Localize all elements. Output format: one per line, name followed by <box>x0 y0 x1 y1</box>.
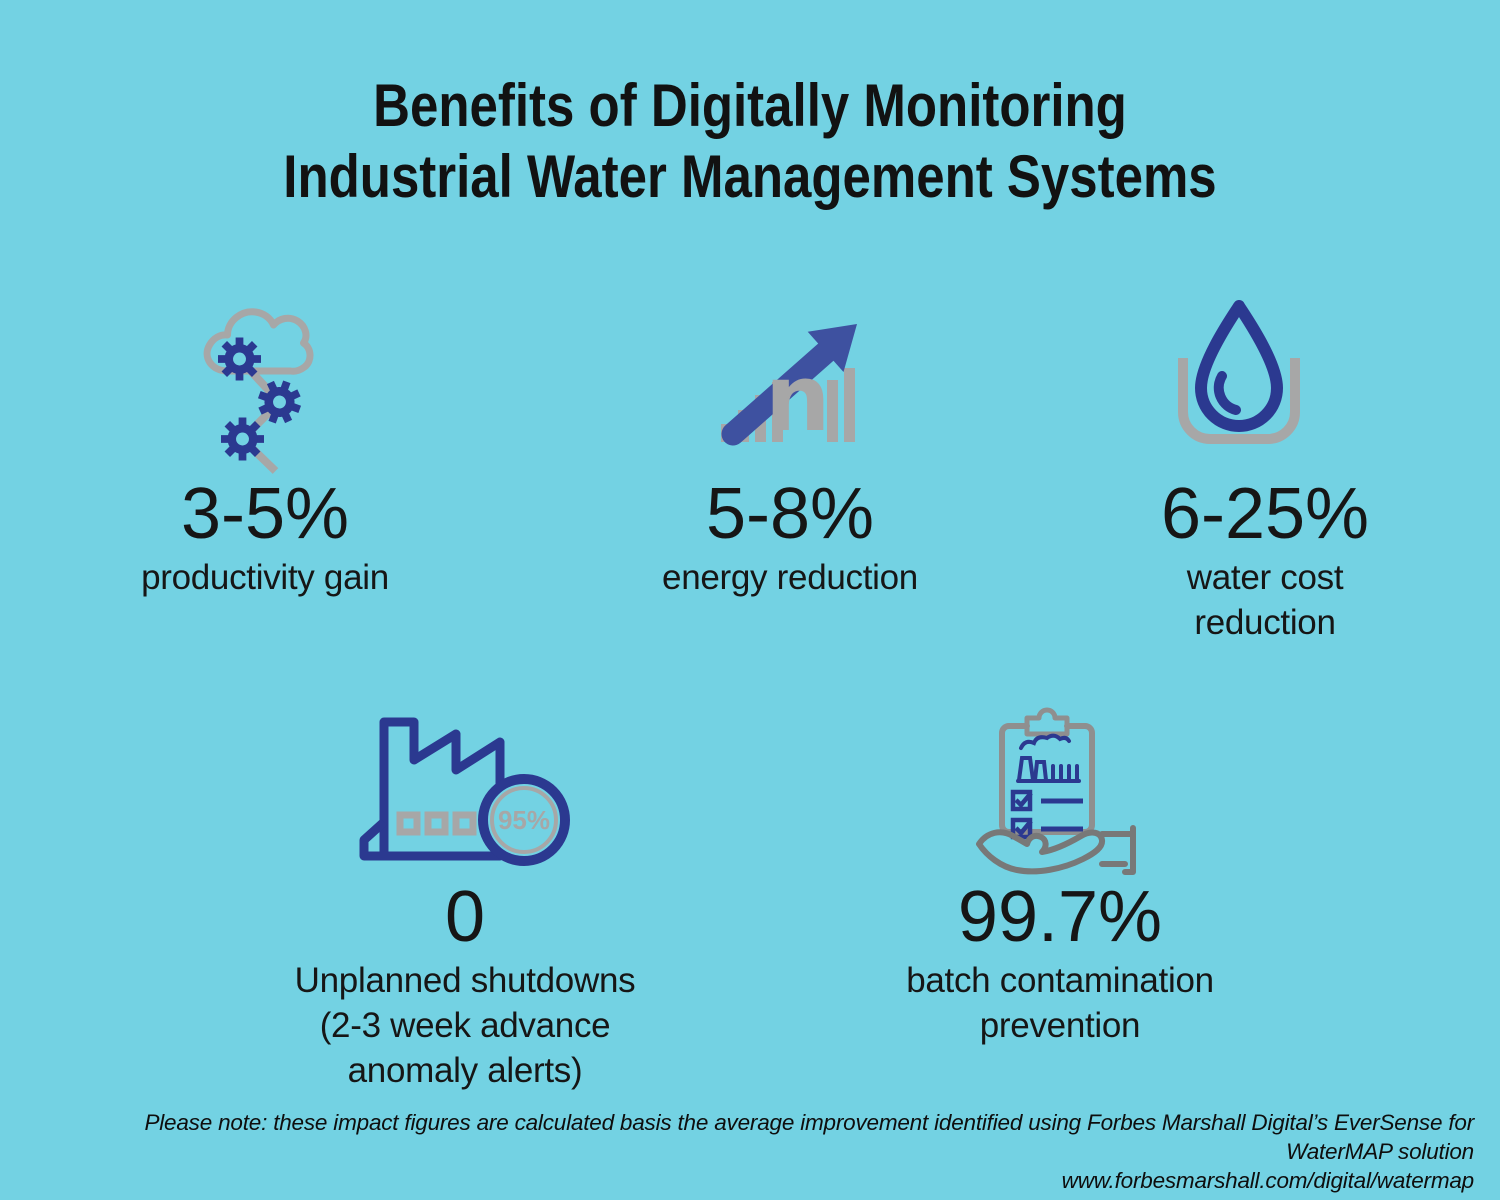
stat-value: 6-25% <box>1160 474 1370 554</box>
stat-label: productivity gain <box>141 558 389 597</box>
stat-card-productivity: 3-5% productivity gain <box>35 288 495 600</box>
stat-label: batch contamination prevention <box>906 961 1214 1045</box>
clipboard-clip <box>1024 707 1070 737</box>
badge-ring <box>478 774 570 866</box>
stat-card-water-cost: 6-25% water cost reduction <box>1035 288 1495 645</box>
stat-label: Unplanned shutdowns (2-3 week advance an… <box>294 961 636 1090</box>
stat-card-energy: n 5-8% energy reduction <box>560 288 1020 600</box>
title-line-2: Industrial Water Management Systems <box>283 143 1217 210</box>
badge-inner-ring <box>490 786 558 854</box>
stat-value: 5-8% <box>705 474 875 554</box>
stat-icon-box <box>35 288 495 474</box>
stat-icon-box: 95% <box>235 698 695 876</box>
footer: Please note: these impact figures are ca… <box>40 1108 1474 1195</box>
water-drop-container-icon <box>1178 300 1300 444</box>
stat-value: 0 <box>444 877 486 957</box>
stat-label: energy reduction <box>662 558 918 597</box>
stat-icon-box <box>1035 288 1495 473</box>
stat-icon-box: n <box>560 288 1020 473</box>
factory-windows <box>396 811 477 836</box>
stat-icon-box <box>830 698 1290 876</box>
checklist-rows <box>1010 789 1083 840</box>
factory-annex <box>359 818 388 861</box>
stat-card-shutdowns: 95% 0 Unplanned shutdowns (2-3 week adva… <box>235 698 695 1093</box>
stat-label: water cost reduction <box>1186 558 1344 642</box>
footer-url: www.forbesmarshall.com/digital/watermap <box>1061 1168 1475 1193</box>
title-line-1: Benefits of Digitally Monitoring <box>373 72 1127 139</box>
cloud-gears-icon <box>203 308 314 474</box>
arrow-head <box>807 324 857 372</box>
drop-shine <box>1213 371 1241 415</box>
footer-note: Please note: these impact figures are ca… <box>144 1110 1474 1164</box>
growth-arrow-chart-icon: n <box>721 324 857 447</box>
factory-uptime-icon: 95% <box>359 717 570 866</box>
container-outline <box>1178 358 1300 444</box>
arrow-shaft <box>721 340 838 446</box>
clipboard-hand-icon <box>976 707 1136 875</box>
page-title: Benefits of Digitally Monitoring Industr… <box>0 70 1500 212</box>
stat-card-contamination: 99.7% batch contamination prevention <box>830 698 1290 1048</box>
mini-factory-sketch <box>1016 733 1081 783</box>
stat-value: 99.7% <box>957 877 1163 957</box>
clipboard-outline <box>999 723 1095 835</box>
icon-letter-n: n <box>765 345 831 447</box>
stat-value: 3-5% <box>180 474 350 554</box>
badge-value: 95% <box>498 805 550 835</box>
open-hand <box>976 825 1136 875</box>
